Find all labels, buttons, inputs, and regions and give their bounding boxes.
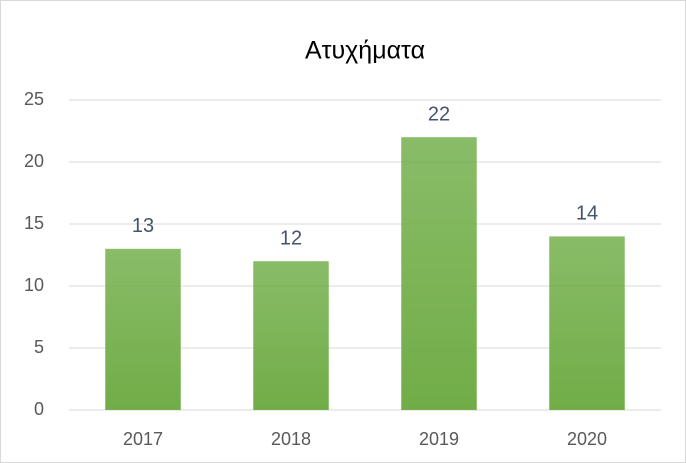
- y-tick-label: 10: [24, 275, 44, 295]
- chart-title: Ατυχήματα: [305, 37, 425, 65]
- y-tick-label: 20: [24, 151, 44, 171]
- y-tick-label: 15: [24, 213, 44, 233]
- bar: [549, 236, 625, 410]
- bar: [401, 137, 477, 410]
- x-tick-label: 2020: [567, 429, 607, 449]
- y-tick-label: 25: [24, 89, 44, 109]
- y-tick-label: 0: [34, 399, 44, 419]
- x-tick-label: 2018: [271, 429, 311, 449]
- data-label: 14: [576, 203, 598, 225]
- y-tick-label: 5: [34, 337, 44, 357]
- bar: [253, 261, 329, 410]
- data-label: 12: [280, 227, 302, 249]
- bar: [105, 248, 181, 410]
- data-label: 22: [428, 103, 450, 125]
- data-label: 13: [132, 215, 154, 237]
- x-tick-label: 2019: [419, 429, 459, 449]
- x-tick-label: 2017: [123, 429, 163, 449]
